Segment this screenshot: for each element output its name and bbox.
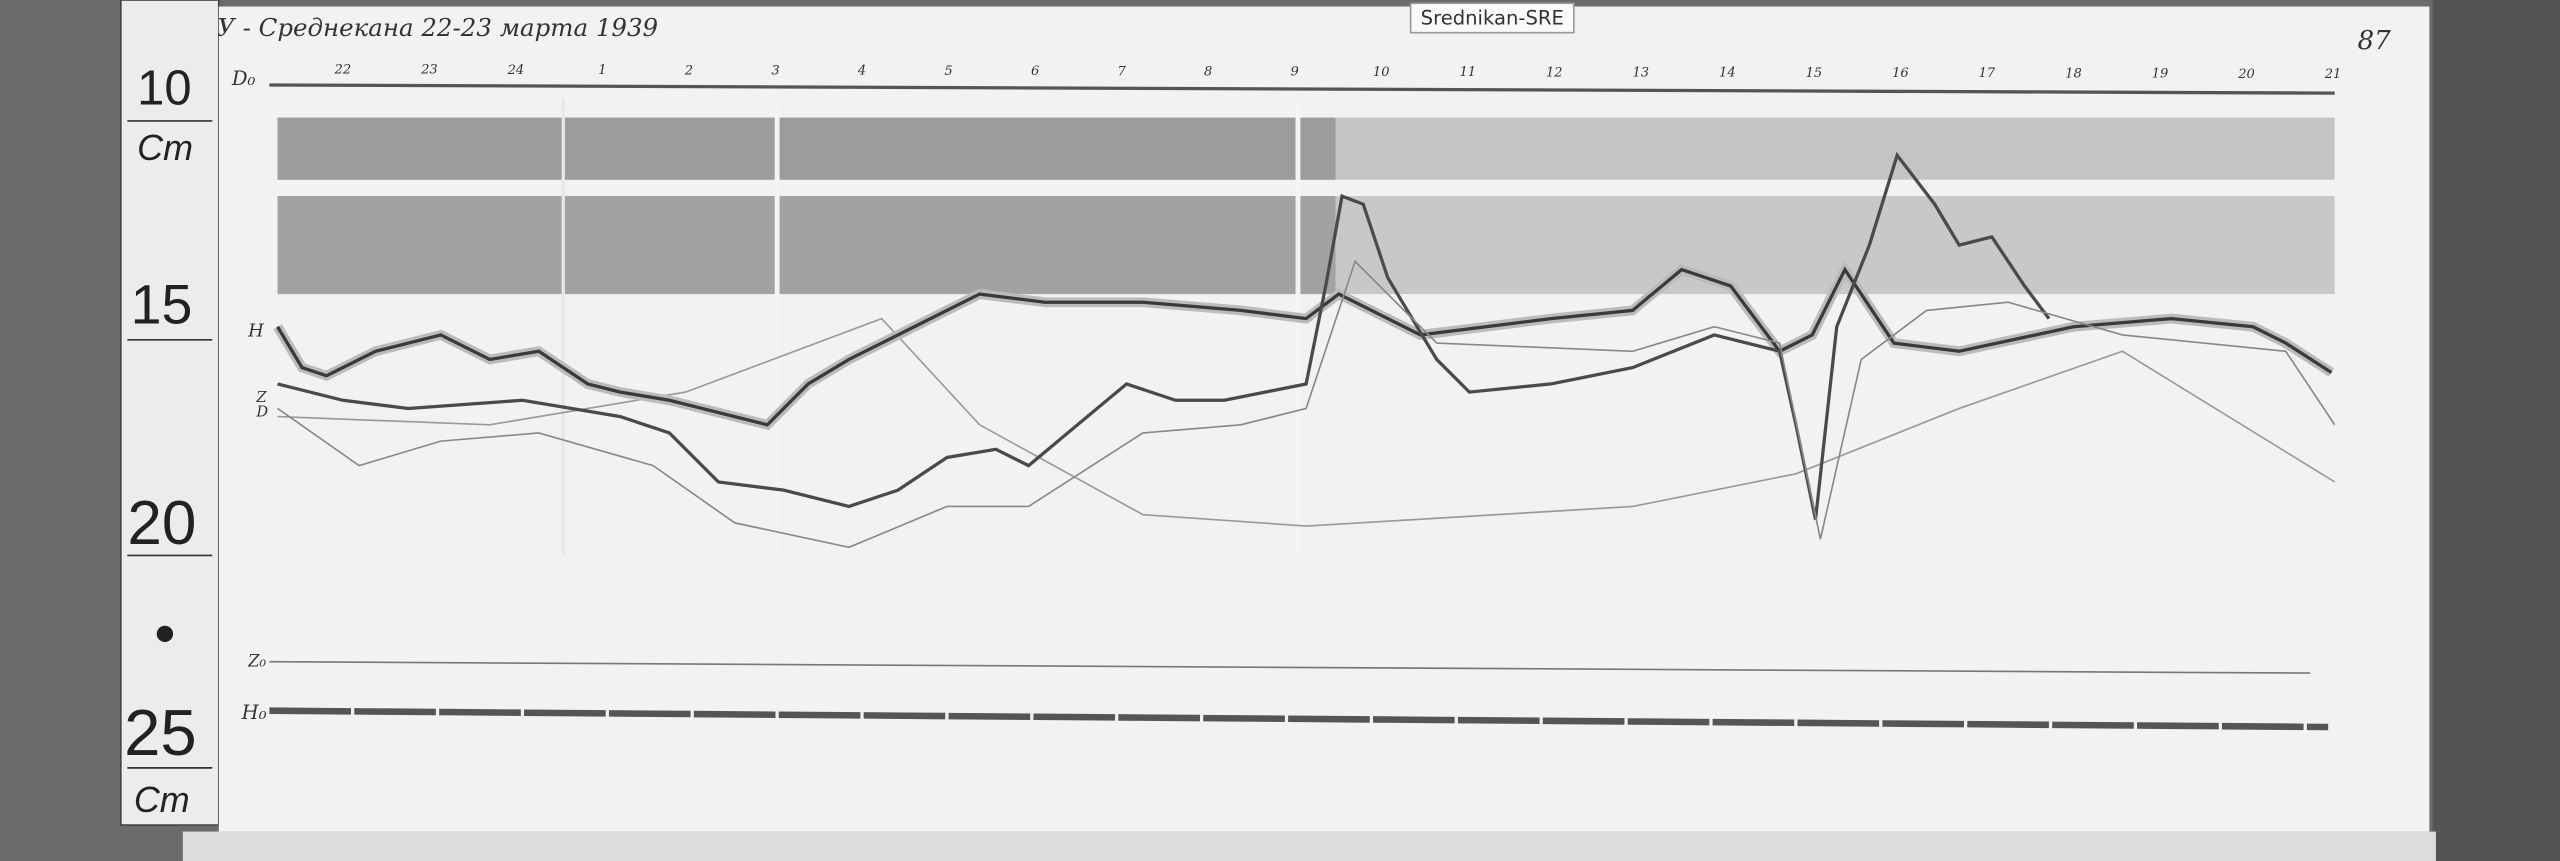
ruler-label: 20 [127,489,196,558]
hour-label: 3 [771,63,779,78]
band-dark [277,196,1336,295]
hour-label: 4 [857,64,866,79]
hour-label: 19 [2152,67,2169,82]
hour-label: 12 [1546,65,1563,80]
channel-label: Z₀ [247,652,266,671]
hour-label: 10 [1373,65,1390,80]
hour-label: 16 [1892,66,1909,81]
hour-label: 18 [2065,66,2082,81]
paper-edge [182,831,2436,861]
ruler-label: Cm [134,779,190,820]
ruler [120,0,220,826]
hour-label: 6 [1031,64,1039,79]
hour-label: 17 [1979,66,1996,81]
band-dark [277,117,1336,180]
page-number: 87 [2358,26,2392,56]
channel-label: H [247,321,264,342]
hour-label: 11 [1459,65,1476,80]
ruler-hole [156,625,174,643]
hour-label: 7 [1117,64,1126,79]
hour-label: 9 [1291,65,1299,80]
title: У - Среднекана 22-23 марта 1939 [217,13,658,42]
hour-label: 23 [420,63,438,78]
baseline-z0 [269,660,2311,674]
tag-box [1409,2,1575,34]
hour-label: 20 [2237,67,2255,82]
baseline-h0 [269,707,2329,731]
hour-label: 2 [684,63,693,78]
channel-label: H₀ [241,701,267,724]
station-tag: Srednikan-SRE [1421,7,1564,30]
hour-label: 14 [1719,66,1736,81]
ruler-label: 15 [131,273,193,335]
channel-label: D [255,404,268,421]
hour-label: 22 [334,63,352,78]
hour-label: 1 [598,63,606,78]
ruler-label: 10 [137,62,191,116]
ruler-label: Cm [137,127,193,168]
background-right [2432,0,2560,861]
trace-d [277,151,2051,520]
channel-label: D₀ [231,67,256,90]
ruler-label: 25 [124,696,197,769]
hour-label: 8 [1204,64,1212,79]
hour-label: 15 [1806,66,1823,81]
trace-h [276,266,2333,427]
baseline-d0 [269,83,2335,95]
trace-d-lower [277,259,2336,549]
hour-label: 13 [1633,65,1650,80]
hour-label: 5 [944,64,952,79]
hour-label: 24 [507,63,525,78]
channel-label: Z [255,389,267,406]
hour-marks: 22 23 24 1 2 3 4 5 6 7 8 9 10 11 12 13 14 15 16 17 18 19 20 21 [334,63,2342,83]
hour-label: 21 [2324,67,2342,82]
